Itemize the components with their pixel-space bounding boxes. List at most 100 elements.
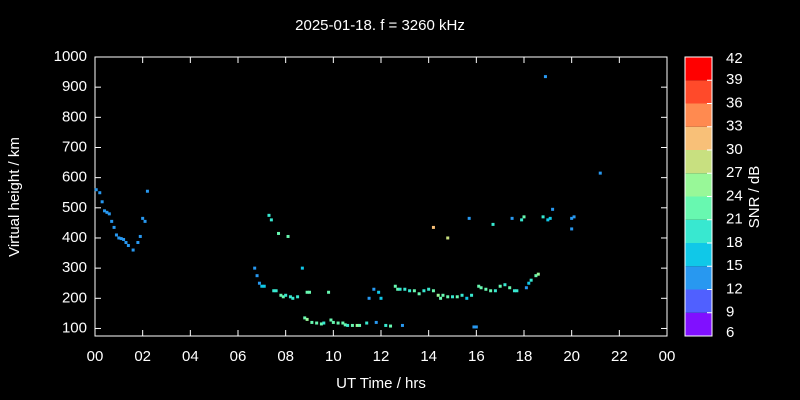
colorbar-band — [685, 57, 712, 81]
x-tick-label: 00 — [659, 348, 676, 365]
y-tick-label: 800 — [62, 108, 87, 125]
chart-title: 2025-01-18. f = 3260 kHz — [295, 17, 465, 34]
colorbar-tick-label: 9 — [726, 304, 734, 321]
data-point — [510, 216, 514, 220]
data-point — [122, 237, 126, 241]
data-point — [598, 171, 602, 175]
data-point — [446, 295, 450, 299]
data-point — [315, 321, 319, 325]
data-point — [305, 290, 309, 294]
x-tick-label: 22 — [611, 348, 628, 365]
data-point — [522, 215, 526, 219]
data-point — [470, 293, 474, 297]
data-point — [262, 284, 266, 288]
data-point — [389, 324, 393, 328]
data-point — [310, 320, 314, 324]
data-point — [396, 287, 400, 291]
data-point — [570, 227, 574, 231]
data-point — [374, 320, 378, 324]
data-point — [279, 293, 283, 297]
x-tick-label: 20 — [563, 348, 580, 365]
data-point — [384, 323, 388, 327]
y-tick-label: 700 — [62, 138, 87, 155]
y-tick-label: 500 — [62, 199, 87, 216]
data-point — [124, 240, 128, 244]
data-point — [355, 323, 359, 327]
data-point — [112, 225, 116, 229]
data-point — [541, 215, 545, 219]
data-point — [491, 222, 495, 226]
colorbar-tick-label: 30 — [726, 141, 743, 158]
data-point — [98, 191, 102, 195]
x-tick-label: 02 — [134, 348, 151, 365]
data-point — [570, 216, 574, 220]
data-point — [308, 290, 311, 294]
data-point — [455, 295, 459, 299]
data-point — [431, 289, 435, 293]
data-point — [100, 200, 104, 204]
x-tick-label: 12 — [373, 348, 390, 365]
colorbar-tick-label: 15 — [726, 257, 743, 274]
data-point — [484, 287, 488, 291]
data-point — [472, 325, 476, 329]
data-point — [143, 219, 147, 223]
data-point — [377, 290, 381, 294]
data-point — [534, 274, 538, 278]
colorbar-tick-label: 36 — [726, 94, 743, 111]
colorbar-band — [685, 196, 712, 220]
data-point — [126, 244, 130, 248]
data-point — [427, 287, 431, 291]
data-point — [341, 321, 345, 325]
plot-frame — [94, 56, 668, 337]
data-point — [367, 296, 371, 300]
x-tick-label: 14 — [420, 348, 437, 365]
colorbar-tick-label: 33 — [726, 118, 743, 135]
data-point — [322, 321, 326, 325]
data-point — [272, 289, 276, 293]
data-point — [398, 287, 402, 291]
colorbar-band — [685, 312, 712, 336]
data-point — [393, 284, 397, 288]
data-point — [527, 281, 531, 285]
data-point — [379, 296, 383, 300]
x-tick-label: 18 — [516, 348, 533, 365]
data-point — [520, 218, 524, 222]
data-point — [358, 323, 362, 327]
data-point — [288, 295, 292, 299]
data-point — [446, 236, 450, 240]
colorbar-tick-label: 12 — [726, 280, 743, 297]
data-point — [343, 323, 347, 327]
y-tick-label: 200 — [62, 289, 87, 306]
colorbar-tick-label: 6 — [726, 324, 734, 341]
colorbar-band — [685, 150, 712, 174]
data-point — [117, 236, 121, 240]
data-point — [105, 210, 109, 214]
x-axis-label: UT Time / hrs — [336, 375, 426, 392]
data-point — [319, 322, 323, 326]
data-point — [477, 284, 481, 288]
data-point — [136, 240, 140, 244]
data-point — [467, 216, 471, 220]
y-tick-label: 900 — [62, 78, 87, 95]
colorbar-band — [685, 289, 712, 313]
data-point — [300, 266, 304, 270]
data-point — [286, 234, 290, 238]
data-point — [572, 215, 576, 219]
data-point — [403, 287, 407, 291]
data-point — [336, 321, 340, 325]
data-point — [267, 213, 271, 217]
data-point — [296, 295, 300, 299]
x-tick-label: 06 — [230, 348, 247, 365]
y-tick-label: 400 — [62, 229, 87, 246]
x-tick-label: 08 — [277, 348, 294, 365]
data-point — [269, 218, 273, 222]
data-point — [503, 283, 507, 287]
data-point — [114, 233, 118, 237]
data-point — [551, 207, 555, 211]
data-point — [372, 287, 376, 291]
data-point — [327, 290, 331, 294]
data-point — [329, 318, 333, 322]
data-point — [103, 209, 107, 213]
data-point — [408, 289, 412, 293]
colorbar-tick-label: 21 — [726, 211, 743, 228]
